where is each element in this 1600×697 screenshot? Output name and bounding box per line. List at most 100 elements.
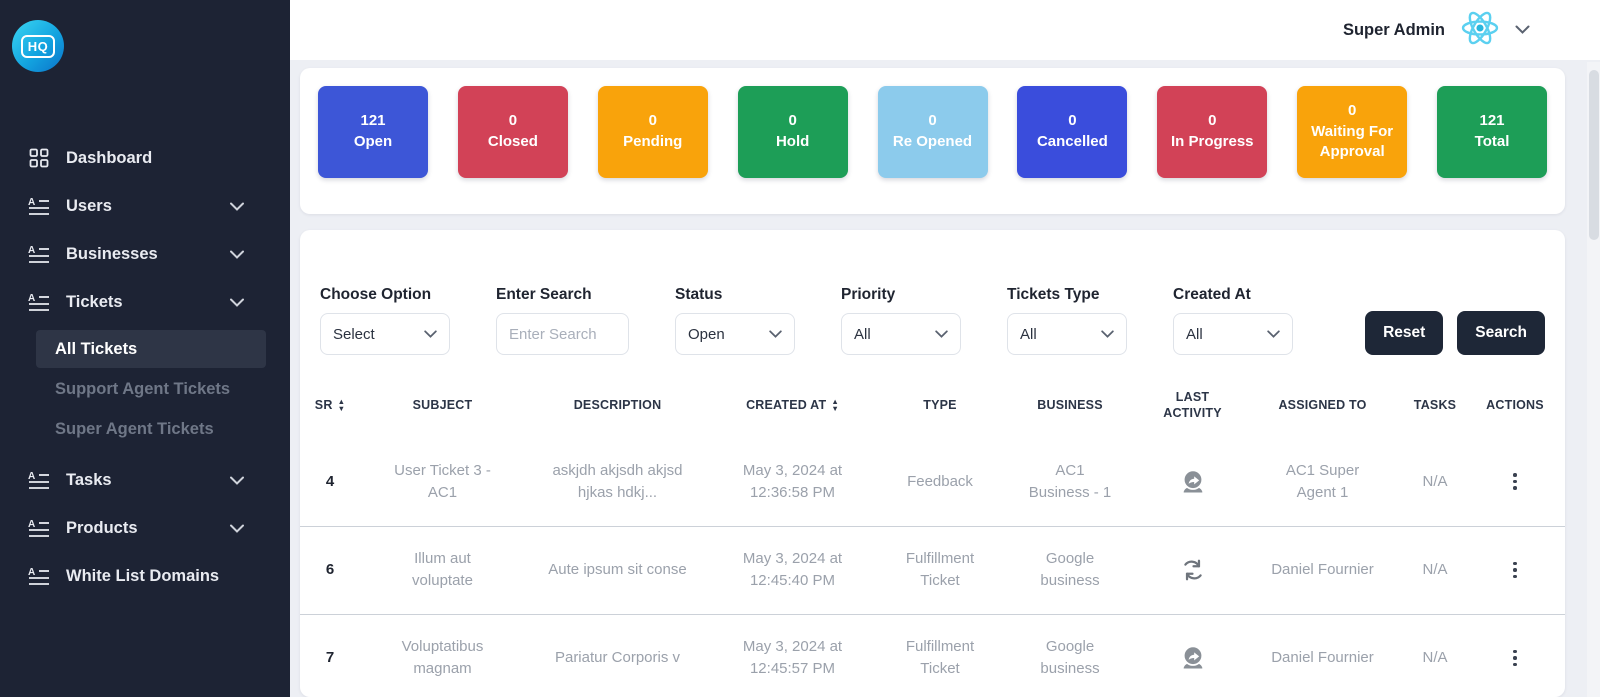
card-label: Open	[353, 133, 393, 150]
chevron-down-icon[interactable]	[1515, 21, 1530, 39]
filter-label-priority: Priority	[841, 286, 896, 303]
card-count: 0	[928, 112, 937, 130]
status-card-waiting-approval[interactable]: 0 Waiting For Approval	[1297, 86, 1408, 178]
tickets-panel: Choose Option Select Enter Search Status	[300, 230, 1565, 697]
choose-option-value: Select	[333, 325, 375, 343]
status-card-reopened[interactable]: 0 Re Opened	[877, 86, 988, 178]
ticket-description: askjdh akjsdh akjsd hjkas hdkj...	[552, 461, 683, 501]
svg-text:A: A	[28, 245, 35, 256]
column-header-sr[interactable]: SR ▲ ▼	[314, 397, 346, 414]
sidebar-item-label: Products	[66, 518, 138, 537]
card-count: 121	[1479, 112, 1505, 130]
table-row[interactable]: 4 User Ticket 3 - AC1 askjdh akjsdh akjs…	[300, 438, 1565, 526]
chevron-down-icon	[230, 197, 244, 216]
share-circle-icon	[1135, 468, 1250, 496]
chevron-down-icon	[935, 330, 948, 338]
sidebar-item-tickets[interactable]: A Tickets	[0, 278, 290, 326]
table-body: 4 User Ticket 3 - AC1 askjdh akjsdh akjs…	[300, 438, 1565, 697]
column-header-assigned-to: ASSIGNED TO	[1278, 398, 1367, 413]
status-cards-panel: 121 Open 0 Closed 0 Pending 0 Hold 0 R	[300, 68, 1565, 214]
sidebar-item-products[interactable]: A Products	[0, 504, 290, 552]
card-count: 0	[648, 112, 657, 130]
sidebar-item-users[interactable]: A Users	[0, 182, 290, 230]
column-header-actions: ACTIONS	[1486, 398, 1544, 413]
ticket-assigned-to: AC1 Super Agent 1	[1285, 461, 1360, 501]
sidebar-item-dashboard[interactable]: Dashboard	[0, 134, 290, 182]
tickets-type-select[interactable]: All	[1007, 313, 1127, 355]
status-card-closed[interactable]: 0 Closed	[457, 86, 568, 178]
sort-icon[interactable]: ▲ ▼	[831, 397, 839, 414]
react-atom-icon	[1459, 10, 1501, 51]
card-label: Cancelled	[1036, 133, 1108, 150]
status-card-total[interactable]: 121 Total	[1437, 86, 1547, 178]
reset-button[interactable]: Reset	[1365, 311, 1444, 355]
search-input[interactable]	[509, 325, 616, 343]
sidebar-subitem-all-tickets[interactable]: All Tickets	[36, 330, 266, 368]
ticket-created-at: May 3, 2024 at 12:36:58 PM	[742, 461, 843, 501]
list-icon: A	[28, 565, 50, 587]
filter-label-status: Status	[675, 286, 723, 303]
chevron-down-icon	[1267, 330, 1280, 338]
table-header: SR ▲ ▼ SUBJECT DESCRIPTION CREATED AT ▲ ▼ …	[300, 355, 1565, 438]
card-label: Hold	[775, 133, 810, 150]
sidebar-subitem-label: All Tickets	[55, 339, 138, 358]
kebab-menu-icon[interactable]	[1505, 646, 1525, 671]
status-select[interactable]: Open	[675, 313, 795, 355]
sidebar-item-white-list-domains[interactable]: A White List Domains	[0, 552, 290, 600]
page-scrollbar[interactable]	[1587, 62, 1600, 697]
tickets-submenu: All Tickets Support Agent Tickets Super …	[0, 326, 290, 456]
ticket-created-at: May 3, 2024 at 12:45:40 PM	[742, 550, 843, 589]
ticket-type: Feedback	[907, 472, 973, 490]
chevron-down-icon	[230, 519, 244, 538]
svg-text:A: A	[28, 519, 35, 530]
sidebar-item-label: White List Domains	[66, 566, 220, 585]
status-card-cancelled[interactable]: 0 Cancelled	[1017, 86, 1128, 178]
sidebar-item-label: Businesses	[66, 244, 158, 263]
ticket-tasks: N/A	[1422, 649, 1448, 667]
table-row[interactable]: 7 Voluptatibus magnam Pariatur Corporis …	[300, 613, 1565, 697]
sidebar-subitem-support-agent-tickets[interactable]: Support Agent Tickets	[36, 370, 266, 408]
chevron-down-icon	[230, 245, 244, 264]
ticket-business: Google business	[1040, 550, 1100, 589]
main-area: Super Admin	[290, 0, 1600, 697]
card-label: Total	[1474, 133, 1510, 150]
kebab-menu-icon[interactable]	[1505, 558, 1525, 583]
app-logo[interactable]: HQ	[12, 20, 64, 72]
filter-label-tickets-type: Tickets Type	[1007, 286, 1100, 303]
row-actions	[1475, 646, 1555, 671]
chevron-down-icon	[424, 330, 437, 338]
created-at-select[interactable]: All	[1173, 313, 1293, 355]
ticket-business: AC1 Business - 1	[1028, 461, 1112, 501]
sidebar: HQ Dashboard A	[0, 0, 290, 697]
card-count: 0	[508, 112, 518, 130]
status-card-in-progress[interactable]: 0 In Progress	[1157, 86, 1268, 178]
sort-icon[interactable]: ▲ ▼	[337, 397, 346, 414]
kebab-menu-icon[interactable]	[1505, 469, 1525, 494]
sidebar-item-label: Dashboard	[66, 148, 153, 167]
card-label: Waiting For Approval	[1311, 122, 1394, 161]
sidebar-item-tasks[interactable]: A Tasks	[0, 456, 290, 504]
user-menu[interactable]: Super Admin	[1343, 10, 1530, 51]
choose-option-select[interactable]: Select	[320, 313, 450, 355]
sidebar-subitem-label: Support Agent Tickets	[55, 379, 231, 398]
column-header-tasks: TASKS	[1413, 398, 1457, 413]
chevron-down-icon	[1101, 330, 1114, 338]
row-actions	[1475, 558, 1555, 583]
svg-text:A: A	[28, 471, 35, 482]
chevron-down-icon	[230, 293, 244, 312]
tickets-type-value: All	[1020, 325, 1037, 343]
sync-icon	[1135, 557, 1250, 583]
table-row[interactable]: 6 Illum aut voluptate Aute ipsum sit con…	[300, 525, 1565, 614]
row-actions	[1475, 469, 1555, 494]
card-label: Closed	[487, 133, 538, 150]
column-header-created-at[interactable]: CREATED AT ▲ ▼	[746, 397, 839, 414]
svg-text:A: A	[28, 197, 35, 208]
sidebar-subitem-super-agent-tickets[interactable]: Super Agent Tickets	[36, 410, 266, 448]
sidebar-item-businesses[interactable]: A Businesses	[0, 230, 290, 278]
search-button[interactable]: Search	[1457, 311, 1545, 355]
status-card-pending[interactable]: 0 Pending	[597, 86, 708, 178]
scrollbar-thumb[interactable]	[1588, 70, 1599, 240]
status-card-open[interactable]: 121 Open	[318, 86, 428, 178]
status-card-hold[interactable]: 0 Hold	[737, 86, 848, 178]
priority-select[interactable]: All	[841, 313, 961, 355]
